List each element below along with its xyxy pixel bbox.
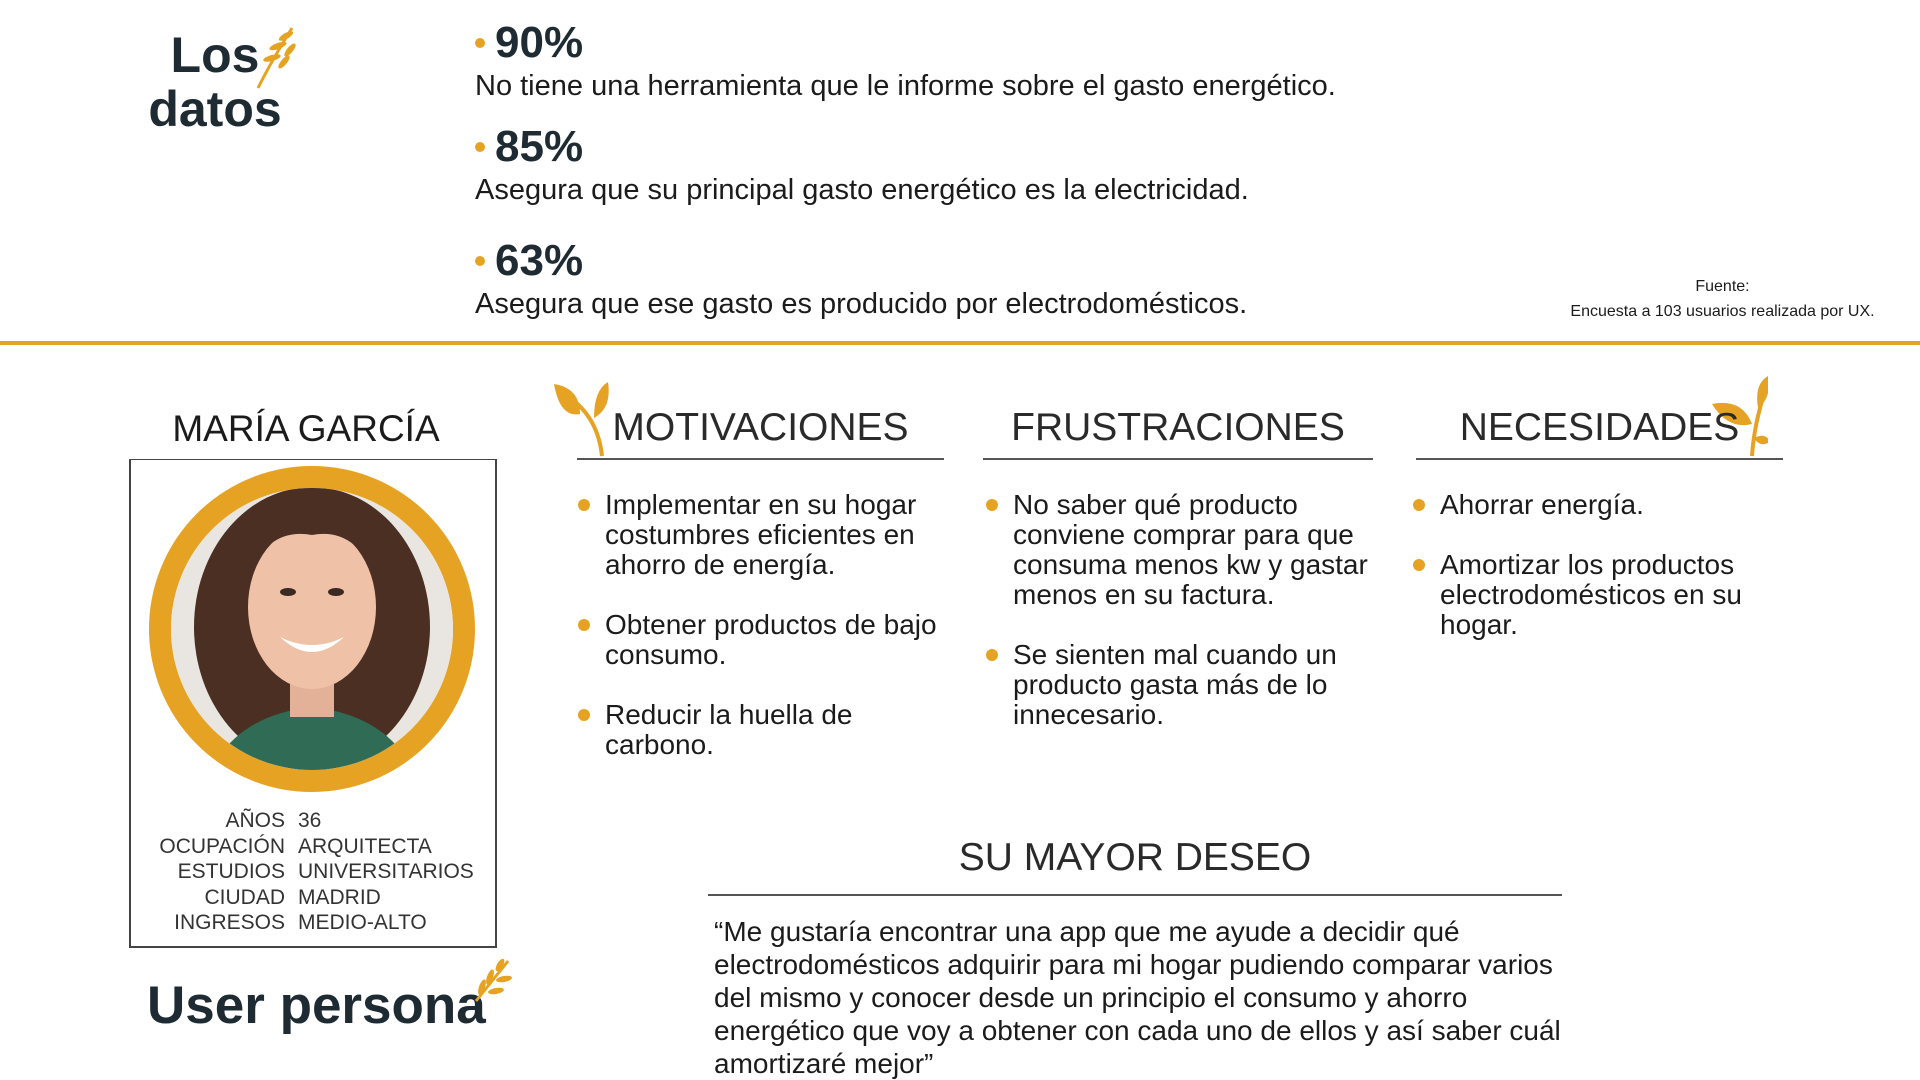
attribute-value: 36: [298, 809, 322, 832]
bullet: [475, 142, 485, 152]
stat-row: 85%: [475, 122, 1249, 172]
wish-quote: “Me gustaría encontrar una app que me ay…: [714, 916, 1561, 1079]
persona-card: [129, 459, 497, 948]
leaf-icon: [474, 958, 512, 1002]
attribute-value: UNIVERSITARIOS: [298, 860, 474, 883]
list-item: Se sienten mal cuando un producto gasta …: [986, 639, 1383, 730]
item-text: Se sienten mal cuando un producto gasta …: [1013, 639, 1337, 730]
list-item: Reducir la huella de carbono.: [578, 699, 954, 760]
stat-value: 85%: [495, 122, 584, 171]
attribute-value: MEDIO-ALTO: [298, 911, 427, 934]
rule: [1416, 458, 1783, 460]
attribute-label: OCUPACIÓN: [159, 834, 285, 858]
column-heading: MOTIVACIONES: [612, 406, 909, 449]
bullet: [986, 499, 998, 511]
persona-photo: [149, 466, 475, 792]
stat-value: 63%: [495, 236, 584, 285]
attribute-value: ARQUITECTA: [298, 834, 432, 858]
wish-heading: SU MAYOR DESEO: [958, 836, 1312, 879]
attribute-label: CIUDAD: [204, 885, 285, 909]
source-label: Fuente:: [1695, 278, 1750, 295]
bullet: [475, 256, 485, 266]
attribute-label: INGRESOS: [174, 911, 285, 934]
attribute-label: ESTUDIOS: [177, 860, 285, 883]
persona-name: MARÍA GARCÍA: [172, 408, 440, 449]
leaf-icon: [554, 382, 609, 457]
column-heading: NECESIDADES: [1459, 406, 1740, 449]
list-item: Amortizar los productos electrodoméstico…: [1413, 549, 1793, 640]
rule: [983, 458, 1373, 460]
stat: 85% Asegura que su principal gasto energé…: [475, 122, 1249, 207]
stat-text: Asegura que su principal gasto energétic…: [475, 174, 1249, 206]
data-title: Los datos: [148, 27, 282, 137]
item-text: Amortizar los productos electrodoméstico…: [1440, 549, 1742, 640]
bullet: [578, 709, 590, 721]
column-list: No saber qué producto conviene comprar p…: [986, 489, 1383, 760]
column-list: Ahorrar energía. Amortizar los productos …: [1413, 489, 1793, 670]
column-heading: FRUSTRACIONES: [1011, 406, 1345, 449]
item-text: Reducir la huella de carbono.: [605, 699, 853, 760]
bullet: [986, 649, 998, 661]
bullet: [578, 619, 590, 631]
item-text: No saber qué producto conviene comprar p…: [1013, 489, 1368, 610]
stat-text: No tiene una herramienta que le informe …: [475, 70, 1336, 102]
stat: 63% Asegura que ese gasto es producido po…: [475, 236, 1247, 321]
bullet: [475, 38, 485, 48]
persona-title: User persona: [147, 976, 486, 1035]
list-item: Ahorrar energía.: [1413, 489, 1793, 520]
source-text: Encuesta a 103 usuarios realizada por UX…: [1570, 303, 1875, 320]
bullet: [578, 499, 590, 511]
column-list: Implementar en su hogar costumbres efici…: [578, 489, 954, 790]
stat-value: 90%: [495, 18, 584, 67]
rule: [577, 458, 944, 460]
item-text: Obtener productos de bajo consumo.: [605, 609, 937, 670]
leaf-icon: [1712, 376, 1768, 457]
attribute-label: AÑOS: [225, 809, 285, 832]
list-item: Obtener productos de bajo consumo.: [578, 609, 954, 670]
bullet: [1413, 559, 1425, 571]
list-item: Implementar en su hogar costumbres efici…: [578, 489, 954, 580]
divider: [0, 341, 1920, 345]
stat-row: 63%: [475, 236, 1247, 286]
bullet: [1413, 499, 1425, 511]
source: Fuente: Encuesta a 103 usuarios realizad…: [1500, 274, 1920, 324]
stat: 90% No tiene una herramienta que le infor…: [475, 18, 1336, 103]
item-text: Implementar en su hogar costumbres efici…: [605, 489, 917, 580]
stat-row: 90%: [475, 18, 1336, 68]
leaf-icon: [256, 27, 296, 89]
list-item: No saber qué producto conviene comprar p…: [986, 489, 1383, 610]
stat-text: Asegura que ese gasto es producido por e…: [475, 288, 1248, 320]
rule: [708, 894, 1562, 896]
attribute-value: MADRID: [298, 885, 381, 909]
item-text: Ahorrar energía.: [1440, 489, 1644, 520]
